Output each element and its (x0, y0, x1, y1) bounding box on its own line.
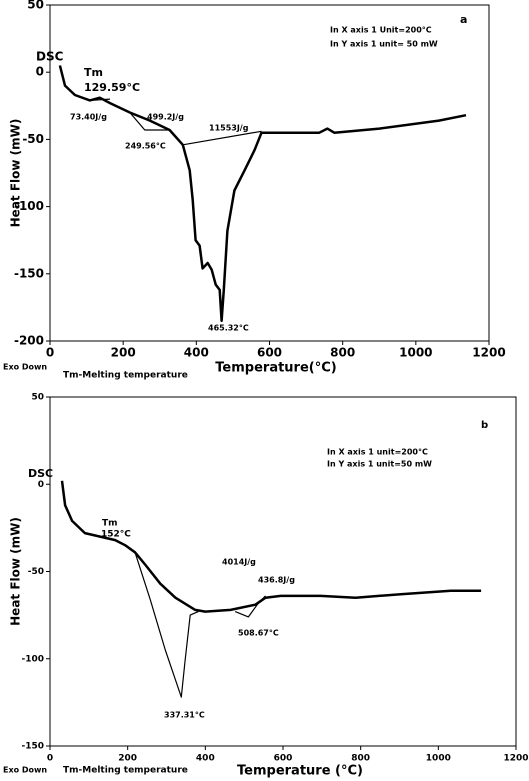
annotation: Tm-Melting temperature (63, 766, 188, 776)
y-tick-label: -100 (14, 199, 44, 213)
y-tick-label: 50 (31, 393, 44, 403)
annotation: 129.59°C (84, 81, 140, 94)
annotation: DSC (28, 467, 53, 480)
baseline (182, 130, 262, 146)
x-axis-label: Temperature (°C) (237, 764, 363, 779)
y-tick-label: -50 (22, 132, 44, 146)
annotation: In Y axis 1 unit= 50 mW (330, 40, 438, 49)
y-axis-label: Heat Flow (mW) (9, 517, 23, 626)
y-tick-label: -100 (21, 654, 44, 664)
x-tick-label: 1200 (503, 754, 528, 764)
annotation: In Y axis 1 unit=50 mW (327, 460, 432, 469)
x-tick-label: 0 (47, 754, 53, 764)
annotation: Tm-Melting temperature (63, 371, 188, 381)
baseline (134, 552, 199, 698)
dsc-curve (58, 65, 467, 323)
x-tick-label: 1200 (472, 346, 505, 360)
annotation: a (460, 13, 467, 26)
x-tick-label: 800 (330, 346, 355, 360)
y-tick-label: -150 (14, 266, 44, 280)
x-tick-label: 400 (196, 754, 215, 764)
annotation: 499.2J/g (147, 113, 184, 122)
dsc-curve (60, 480, 482, 613)
annotation: 249.56°C (125, 142, 166, 151)
y-tick-label: 50 (27, 0, 44, 12)
annotation: 508.67°C (238, 629, 279, 638)
y-tick-label: 0 (38, 480, 44, 490)
annotation: In X axis 1 unit=200°C (327, 448, 428, 457)
annotation: b (481, 420, 488, 431)
x-tick-label: 1000 (426, 754, 451, 764)
annotation: In X axis 1 Unit=200°C (330, 26, 432, 35)
y-tick-label: -50 (28, 567, 44, 577)
x-tick-label: 200 (118, 754, 137, 764)
plot-frame (49, 396, 517, 747)
annotation: 11553J/g (209, 124, 249, 133)
annotation: Tm (102, 519, 118, 529)
x-tick-label: 1000 (399, 346, 432, 360)
x-tick-label: 600 (274, 754, 293, 764)
x-tick-label: 0 (46, 346, 54, 360)
annotation: 4014J/g (222, 558, 256, 567)
annotation: 152°C (101, 530, 131, 540)
x-axis-label: Temperature(°C) (215, 361, 336, 376)
baseline (129, 112, 170, 131)
x-tick-label: 400 (184, 346, 209, 360)
annotation: DSC (36, 50, 64, 64)
y-tick-label: -200 (14, 334, 44, 348)
x-tick-label: 200 (111, 346, 136, 360)
y-tick-label: -150 (21, 742, 44, 752)
annotation: Tm (84, 66, 103, 79)
x-tick-label: 800 (351, 754, 370, 764)
x-tick-label: 600 (257, 346, 282, 360)
y-axis-label: Heat Flow (mW) (9, 119, 23, 228)
annotation: 436.8J/g (258, 576, 295, 585)
plot-frame (49, 4, 490, 342)
annotation: 465.32°C (208, 324, 249, 333)
annotation: 73.40J/g (70, 113, 107, 122)
annotation: Exo Down (3, 766, 47, 775)
y-tick-label: 0 (36, 65, 44, 79)
annotation: Exo Down (3, 363, 47, 372)
annotation: 337.31°C (164, 711, 205, 720)
